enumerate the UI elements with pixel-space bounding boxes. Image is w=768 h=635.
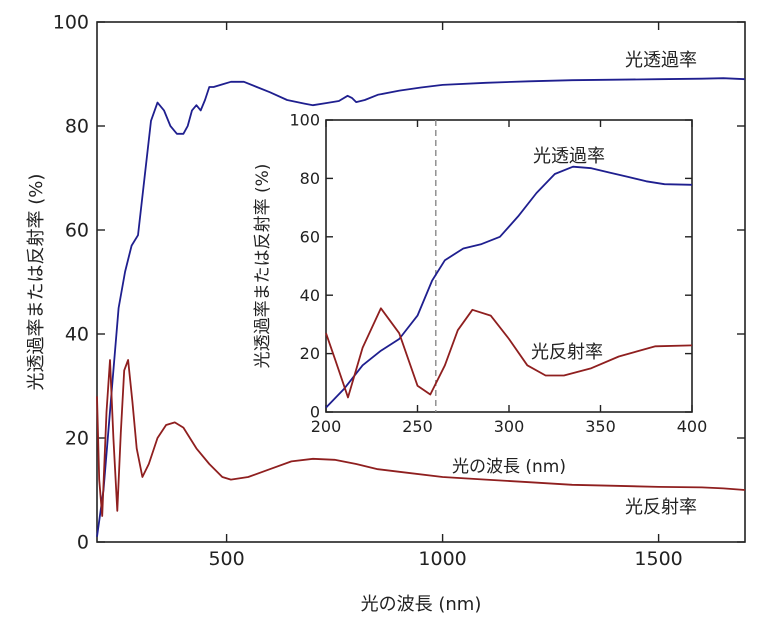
main-xtick-label: 500 <box>208 548 244 570</box>
inset-series-line-reflectance <box>325 307 693 399</box>
main-ytick-label: 40 <box>65 324 89 346</box>
inset-xtick-label: 250 <box>402 417 433 436</box>
main-ytick-label: 100 <box>53 12 89 34</box>
inset-x-axis-label: 光の波長 (nm) <box>452 457 566 477</box>
inset-plot-frame <box>325 119 693 413</box>
inset-chart: 0 20 40 60 80 100 200 250 300 350 400 光の波長 (nm) 光透過率… <box>253 111 707 477</box>
inset-xtick-label: 350 <box>585 417 616 436</box>
inset-y-axis-label: 光透過率または反射率 (%) <box>253 164 273 369</box>
inset-series-label-reflectance: 光反射率 <box>531 342 603 363</box>
main-ytick-label: 80 <box>65 116 89 138</box>
inset-ytick-label: 40 <box>300 286 320 305</box>
inset-ytick-label: 80 <box>300 169 320 188</box>
main-y-axis-label: 光透過率または反射率 (%) <box>26 174 47 391</box>
main-series-label-transmittance: 光透過率 <box>625 50 697 71</box>
inset-ytick-label: 60 <box>300 227 320 246</box>
main-plot-frame <box>96 21 746 543</box>
inset-xtick-label: 300 <box>494 417 525 436</box>
inset-ytick-label: 0 <box>310 403 320 422</box>
main-ytick-label: 0 <box>77 532 89 554</box>
inset-ytick-label: 100 <box>289 111 320 130</box>
main-ytick-label: 20 <box>65 428 89 450</box>
main-xtick-label: 1000 <box>418 548 466 570</box>
main-ytick-label: 60 <box>65 220 89 242</box>
inset-xtick-label: 400 <box>677 417 708 436</box>
inset-xtick-label: 200 <box>311 417 342 436</box>
main-series-label-reflectance: 光反射率 <box>625 497 697 518</box>
main-xtick-label: 1500 <box>634 548 682 570</box>
main-series-line-transmittance <box>96 77 746 537</box>
inset-ytick-label: 20 <box>300 344 320 363</box>
inset-series-line-transmittance <box>325 165 693 409</box>
main-x-axis-label: 光の波長 (nm) <box>361 594 482 615</box>
inset-series-label-transmittance: 光透過率 <box>533 146 605 167</box>
main-series-line-reflectance <box>96 359 746 517</box>
